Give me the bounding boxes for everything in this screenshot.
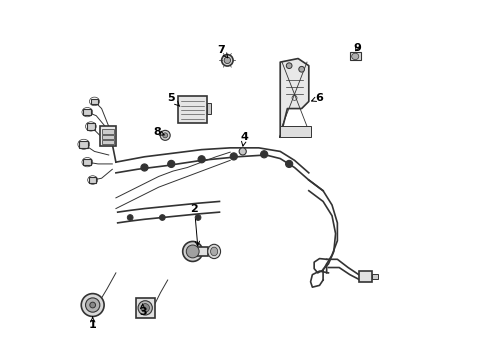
Bar <box>87 123 95 130</box>
Circle shape <box>141 164 148 171</box>
Bar <box>91 99 98 104</box>
Circle shape <box>285 63 291 68</box>
Circle shape <box>230 153 237 160</box>
Bar <box>206 103 211 114</box>
Ellipse shape <box>351 53 358 60</box>
Text: 7: 7 <box>217 45 227 58</box>
Circle shape <box>195 215 201 220</box>
Bar <box>193 247 207 256</box>
Ellipse shape <box>138 301 152 315</box>
Bar <box>349 53 360 60</box>
Bar <box>102 129 114 134</box>
Bar <box>79 141 88 148</box>
Bar <box>83 109 91 115</box>
Bar <box>102 140 114 144</box>
Text: 3: 3 <box>139 304 146 317</box>
Bar <box>102 135 114 139</box>
Circle shape <box>127 215 133 220</box>
Circle shape <box>285 160 292 167</box>
Circle shape <box>163 133 167 138</box>
Circle shape <box>159 215 165 220</box>
Circle shape <box>198 156 205 163</box>
Ellipse shape <box>81 294 104 316</box>
Polygon shape <box>280 59 308 137</box>
Circle shape <box>221 55 233 66</box>
Text: 8: 8 <box>153 127 164 137</box>
Ellipse shape <box>186 245 199 258</box>
Text: 6: 6 <box>311 93 323 103</box>
Bar <box>372 274 377 279</box>
Bar <box>83 159 91 165</box>
Text: 1: 1 <box>89 317 96 330</box>
Ellipse shape <box>141 303 149 312</box>
Bar <box>135 298 155 318</box>
Bar <box>358 271 372 282</box>
Ellipse shape <box>210 247 217 256</box>
Text: 9: 9 <box>352 43 360 53</box>
Bar <box>100 126 116 146</box>
Circle shape <box>90 302 95 308</box>
Circle shape <box>224 57 230 64</box>
Text: 5: 5 <box>167 93 180 107</box>
Ellipse shape <box>207 244 220 258</box>
Circle shape <box>239 148 246 155</box>
Bar <box>178 96 206 123</box>
Text: 4: 4 <box>240 132 248 146</box>
Circle shape <box>167 160 175 167</box>
Text: 2: 2 <box>190 203 199 246</box>
Circle shape <box>160 130 170 140</box>
Ellipse shape <box>183 242 203 261</box>
Bar <box>89 177 96 183</box>
Circle shape <box>260 151 267 158</box>
Bar <box>280 126 310 137</box>
Ellipse shape <box>85 298 100 312</box>
Circle shape <box>298 66 304 72</box>
